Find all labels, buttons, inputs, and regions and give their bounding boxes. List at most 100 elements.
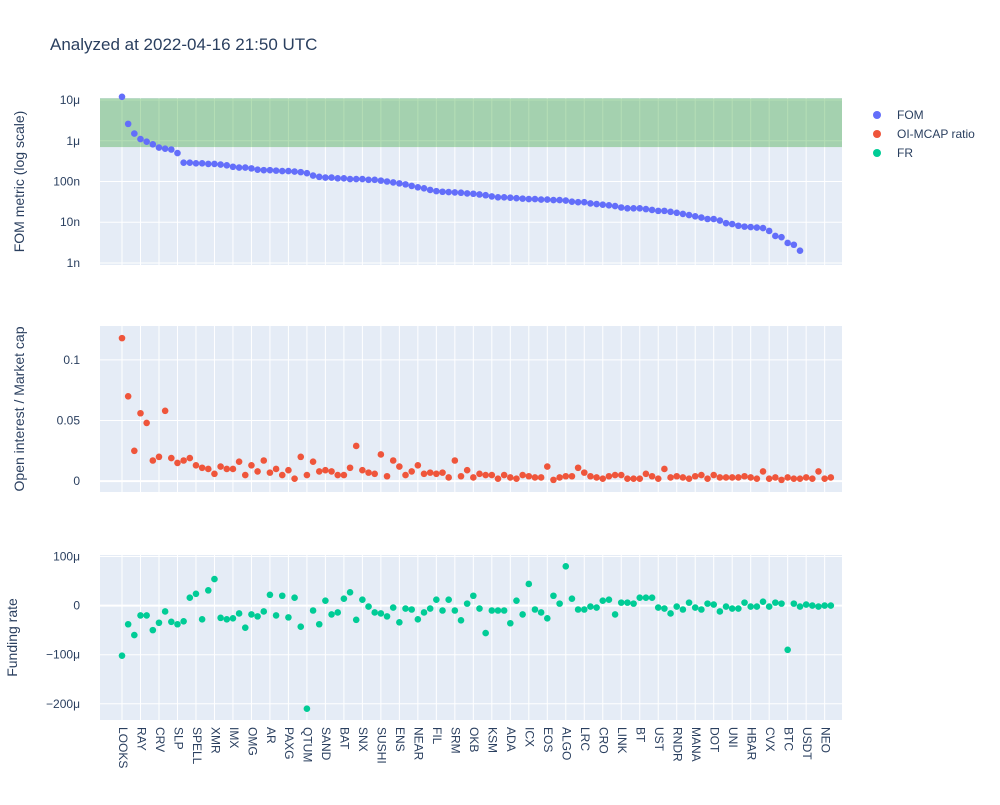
oi-point: [248, 462, 255, 469]
fom-y-axis-title: FOM metric (log scale): [11, 111, 27, 253]
x-tick-label: RAY: [134, 727, 148, 751]
oi-point: [710, 471, 718, 479]
fom-point: [266, 166, 274, 174]
oi-point: [285, 466, 292, 474]
oi-point: [802, 474, 810, 481]
fr-point: [186, 594, 194, 602]
oi-point: [322, 466, 329, 474]
fr-points: [118, 562, 835, 713]
oi-point: [562, 472, 570, 480]
fom-point: [654, 207, 662, 215]
x-tick-label: XMR: [208, 727, 222, 754]
legend[interactable]: FOM OI-MCAP ratio FR: [873, 108, 975, 160]
x-tick-label: FIL: [430, 727, 444, 745]
oi-point: [377, 451, 385, 458]
fom-point: [543, 196, 551, 203]
x-tick-label: SAND: [319, 727, 333, 761]
fr-point: [691, 604, 699, 611]
fom-point: [420, 185, 428, 192]
oi-point: [383, 472, 391, 480]
fom-point: [414, 184, 422, 191]
legend-marker-fom: [873, 111, 881, 119]
fr-point: [593, 604, 600, 611]
fom-point: [753, 224, 761, 231]
fr-point: [580, 606, 588, 613]
oi-point: [765, 475, 773, 482]
oi-point: [180, 457, 187, 464]
oi-point: [124, 392, 132, 400]
legend-item-fom[interactable]: FOM: [873, 108, 924, 122]
fom-point: [180, 159, 187, 166]
fr-point: [698, 606, 705, 613]
fom-point: [470, 190, 477, 198]
fom-point: [260, 166, 268, 174]
oi-point: [272, 465, 280, 473]
fom-point: [673, 209, 681, 217]
x-tick-label: ADA: [504, 727, 518, 752]
y-tick-label: 1n: [67, 256, 80, 270]
oi-point: [396, 463, 403, 470]
fr-point: [229, 615, 237, 622]
legend-item-oi-mcap-ratio[interactable]: OI-MCAP ratio: [873, 127, 975, 141]
fom-point: [722, 219, 730, 227]
fom-point: [772, 232, 779, 240]
fr-point: [149, 626, 157, 634]
oi-point: [531, 474, 539, 481]
fom-point: [118, 93, 126, 101]
x-tick-label: DOT: [708, 727, 722, 753]
oi-point: [587, 472, 594, 480]
oi-point: [303, 471, 311, 479]
fom-point: [500, 193, 508, 201]
x-tick-label: SLP: [171, 727, 185, 750]
fr-point: [217, 614, 224, 622]
oi-point: [149, 457, 157, 464]
fr-point: [735, 605, 742, 612]
oi-point: [568, 472, 576, 480]
oi-point: [118, 334, 126, 342]
fr-point: [124, 620, 132, 628]
legend-item-fr[interactable]: FR: [873, 146, 913, 160]
fom-point: [587, 200, 594, 207]
fr-point: [550, 592, 557, 600]
x-tick-label: OKB: [467, 727, 481, 752]
oi-point: [174, 459, 181, 467]
oi-point: [636, 475, 644, 482]
x-tick-label: ALGO: [560, 727, 574, 760]
fom-point: [303, 169, 311, 177]
fr-point: [131, 631, 138, 639]
oi-point: [624, 475, 631, 482]
fom-point: [636, 204, 644, 212]
fom-point: [161, 145, 169, 152]
fr-point: [248, 611, 255, 618]
y-tick-label: 0: [73, 599, 80, 613]
oi-point: [778, 476, 785, 484]
fom-point: [778, 233, 785, 241]
fr-point: [617, 599, 625, 606]
fr-point: [802, 601, 810, 608]
y-tick-label: 0.05: [57, 414, 81, 428]
oi-point: [451, 457, 459, 464]
fom-point: [248, 165, 255, 172]
fom-point: [328, 174, 335, 181]
fr-point: [704, 600, 711, 607]
fr-point: [433, 596, 440, 603]
y-tick-label: −200μ: [46, 697, 80, 711]
oi-point: [821, 475, 828, 482]
fom-point: [747, 223, 754, 231]
oi-point: [488, 471, 496, 479]
x-tick-label: AR: [264, 727, 278, 744]
fr-point: [470, 592, 477, 600]
fr-point: [599, 597, 607, 604]
fr-point: [507, 619, 514, 627]
fr-point: [414, 616, 422, 623]
fom-point: [254, 166, 261, 173]
fom-point: [174, 149, 181, 157]
fom-point: [562, 197, 570, 204]
fom-point: [272, 167, 280, 174]
fom-point: [741, 223, 748, 230]
fom-point: [396, 180, 403, 187]
oi-point: [543, 463, 551, 470]
oi-panel: 0.1 0.05 0 Open interest / Market cap: [11, 326, 842, 492]
fr-point: [482, 629, 489, 637]
oi-plot-area: [100, 326, 842, 492]
